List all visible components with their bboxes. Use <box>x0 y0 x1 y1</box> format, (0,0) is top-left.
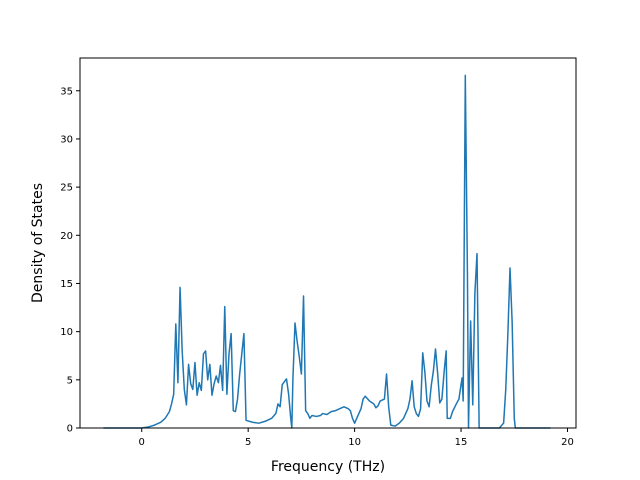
y-tick-label: 5 <box>67 375 73 386</box>
dos-series-line <box>103 74 551 429</box>
x-tick-label: 15 <box>455 437 468 448</box>
y-tick-label: 15 <box>60 279 73 290</box>
y-tick-label: 0 <box>67 424 73 435</box>
x-axis-ticks: 0 5 10 15 20 <box>139 428 574 448</box>
y-tick-label: 20 <box>60 231 73 242</box>
x-tick-label: 20 <box>561 437 574 448</box>
plot-background <box>80 58 576 428</box>
y-tick-label: 30 <box>60 134 73 145</box>
x-tick-label: 0 <box>139 437 145 448</box>
x-tick-label: 5 <box>245 437 251 448</box>
y-axis-ticks: 0 5 10 15 20 25 30 35 <box>60 86 80 435</box>
y-tick-label: 25 <box>60 183 73 194</box>
y-tick-label: 35 <box>60 86 73 97</box>
x-tick-label: 10 <box>348 437 361 448</box>
y-tick-label: 10 <box>60 327 73 338</box>
y-axis-label: Density of States <box>30 183 46 303</box>
x-axis-label: Frequency (THz) <box>271 459 385 475</box>
plot-frame <box>79 57 577 429</box>
